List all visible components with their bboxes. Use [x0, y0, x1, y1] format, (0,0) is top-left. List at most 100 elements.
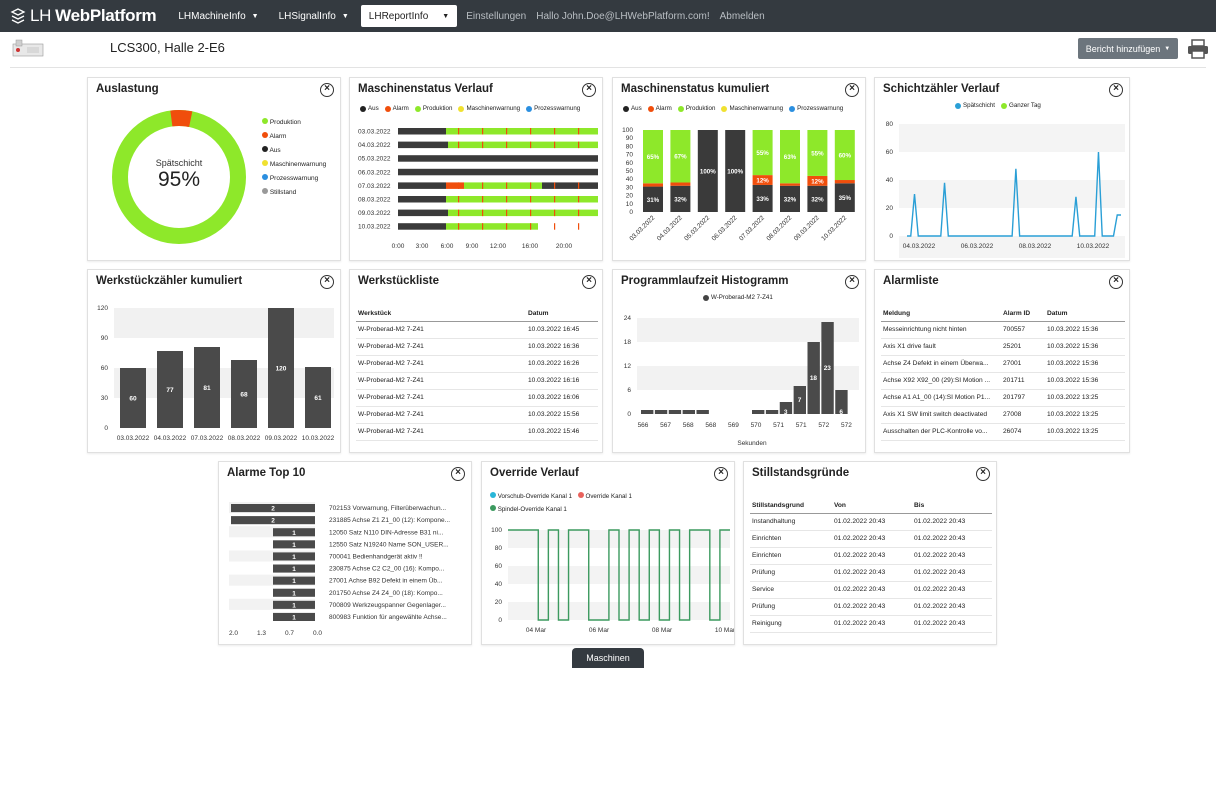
timeline-alarm-tick	[530, 196, 532, 203]
histogram-bar	[835, 390, 848, 414]
table-row[interactable]: W-Proberad-M2 7-Z41 10.03.2022 16:26	[356, 355, 598, 373]
chevron-down-icon: ▼	[1164, 45, 1171, 52]
close-icon[interactable]: ×	[320, 83, 334, 97]
card-alarme-top10: Alarme Top 10 × 2 2 1 1 1 1 1 1 1 1 702153 Vorwarn…	[218, 461, 472, 645]
bar-data-label: 1	[292, 566, 296, 573]
x-tick-label: 572	[818, 422, 829, 429]
legend-label: Override Kanal 1	[585, 493, 632, 500]
stacked-bar-segment	[670, 185, 691, 212]
table-row[interactable]: Einrichten 01.02.2022 20:43 01.02.2022 20:…	[750, 547, 992, 565]
close-icon[interactable]: ×	[582, 83, 596, 97]
brand-logo[interactable]: LH WebPlatform	[10, 6, 157, 26]
table-row[interactable]: W-Proberad-M2 7-Z41 10.03.2022 16:06	[356, 389, 598, 407]
timeline-alarm-tick	[458, 209, 460, 217]
menu-lhreportinfo[interactable]: LHReportInfo ▼	[360, 5, 458, 27]
table-row[interactable]: Instandhaltung 01.02.2022 20:43 01.02.2022…	[750, 513, 992, 531]
column-header: Alarm ID	[1001, 306, 1045, 322]
y-tick-label: 30	[101, 395, 109, 402]
table-row[interactable]: W-Proberad-M2 7-Z41 10.03.2022 16:16	[356, 372, 598, 390]
timeline-alarm-tick	[458, 128, 460, 135]
x-tick-label: 08.03.2022	[1019, 243, 1052, 250]
y-tick-label: 20	[626, 193, 634, 200]
close-icon[interactable]: ×	[320, 275, 334, 289]
timeline-segment	[464, 182, 542, 189]
table-row[interactable]: W-Proberad-M2 7-Z41 10.03.2022 16:45	[356, 321, 598, 339]
y-tick-label: 90	[101, 335, 109, 342]
close-icon[interactable]: ×	[976, 467, 990, 481]
header-divider	[10, 67, 1206, 68]
table-row[interactable]: Achse A1 A1_00 (14):SI Motion P1... 20179…	[881, 389, 1125, 407]
close-icon[interactable]: ×	[582, 275, 596, 289]
close-icon[interactable]: ×	[714, 467, 728, 481]
y-tick-label: 80	[495, 545, 503, 552]
close-icon[interactable]: ×	[845, 275, 859, 289]
y-tick-label: 30	[626, 184, 634, 191]
card-title: Maschinenstatus kumuliert	[621, 83, 770, 95]
machines-tab[interactable]: Maschinen	[572, 648, 644, 668]
legend-item: Ganzer Tag	[1001, 102, 1041, 109]
timeline-alarm-tick	[578, 196, 580, 203]
close-icon[interactable]: ×	[451, 467, 465, 481]
table-row[interactable]: W-Proberad-M2 7-Z41 10.03.2022 16:36	[356, 338, 598, 356]
x-tick-label: 03.03.2022	[117, 435, 150, 442]
grid-band	[114, 308, 334, 338]
histogram-bar	[696, 410, 709, 414]
table-cell: 10.03.2022 16:36	[526, 338, 598, 356]
add-report-label: Bericht hinzufügen	[1085, 43, 1161, 54]
table-row[interactable]: Einrichten 01.02.2022 20:43 01.02.2022 20:…	[750, 530, 992, 548]
close-icon[interactable]: ×	[845, 83, 859, 97]
link-user-greeting[interactable]: Hallo John.Doe@LHWebPlatform.com!	[536, 10, 710, 22]
table-row[interactable]: Prüfung 01.02.2022 20:43 01.02.2022 20:43	[750, 598, 992, 616]
table-cell: 10.03.2022 16:45	[526, 321, 598, 339]
menu-lhsignalinfo[interactable]: LHSignalInfo ▼	[271, 5, 357, 27]
x-tick-label: 2.0	[229, 630, 238, 637]
table-row[interactable]: Messeinrichtung nicht hinten 700557 10.03.…	[881, 321, 1125, 339]
legend-label: Spindel-Override Kanal 1	[497, 506, 567, 513]
histogram-bar	[654, 410, 668, 414]
menu-lhmachineinfo[interactable]: LHMachineInfo ▼	[170, 5, 266, 27]
legend-label: Aus	[269, 147, 281, 154]
close-icon[interactable]: ×	[1109, 275, 1123, 289]
card-schichtzaehler-verlauf: Schichtzähler Verlauf × Spätschicht Ganz…	[874, 77, 1130, 261]
x-tick-label: 06.03.2022	[961, 243, 994, 250]
link-einstellungen[interactable]: Einstellungen	[466, 10, 527, 22]
add-report-button[interactable]: Bericht hinzufügen ▼	[1078, 38, 1178, 59]
legend-label: Produktion	[685, 105, 716, 112]
table-row[interactable]: Service 01.02.2022 20:43 01.02.2022 20:43	[750, 581, 992, 599]
close-icon[interactable]: ×	[1109, 83, 1123, 97]
bar-data-label: 61	[314, 395, 322, 402]
timeline-alarm-tick	[458, 141, 460, 149]
timeline-alarm-tick	[506, 209, 508, 217]
table-row[interactable]: Axis X1 drive fault 25201 10.03.2022 15:36	[881, 338, 1125, 356]
x-tick-label: 09.03.2022	[793, 214, 821, 242]
link-abmelden[interactable]: Abmelden	[719, 10, 765, 22]
timeline-segment	[446, 196, 598, 203]
printer-icon[interactable]	[1187, 39, 1209, 59]
legend-label: Alarm	[269, 133, 287, 140]
stacked-bar-segment	[780, 130, 800, 184]
timeline-alarm-tick	[458, 223, 460, 230]
legend-item: Prozesswarnung	[262, 172, 326, 186]
bar-data-label: 63%	[784, 154, 797, 161]
table-cell: 01.02.2022 20:43	[912, 530, 992, 548]
table-header-row: Stillstandsgrund Von Bis	[750, 498, 992, 514]
row-band	[229, 598, 315, 610]
legend-label: Maschinenwarnung	[466, 105, 521, 112]
table-row[interactable]: Ausschalten der PLC-Kontrolle vo... 26074…	[881, 423, 1125, 441]
table-row[interactable]: Prüfung 01.02.2022 20:43 01.02.2022 20:43	[750, 564, 992, 582]
column-header: Bis	[912, 498, 992, 514]
table-row[interactable]: Axis X1 SW limit switch deactivated 27008…	[881, 406, 1125, 424]
layers-icon	[10, 8, 26, 24]
table-cell: 10.03.2022 15:36	[1045, 338, 1125, 356]
table-row[interactable]: W-Proberad-M2 7-Z41 10.03.2022 15:56	[356, 406, 598, 424]
table-row[interactable]: Achse Z4 Defekt in einem Überwa... 27001 1…	[881, 355, 1125, 373]
x-tick-label: 3:00	[416, 243, 429, 250]
bar-data-label: 77	[166, 387, 174, 394]
table-cell: 27001	[1001, 355, 1045, 373]
page-header: LCS300, Halle 2-E6 Bericht hinzufügen ▼	[0, 32, 1216, 66]
table-row[interactable]: Reinigung 01.02.2022 20:43 01.02.2022 20:4…	[750, 615, 992, 633]
table-cell: 10.03.2022 15:36	[1045, 321, 1125, 339]
table-row[interactable]: W-Proberad-M2 7-Z41 10.03.2022 15:46	[356, 423, 598, 441]
table-row[interactable]: Achse X92 X92_00 (29):SI Motion ... 20171…	[881, 372, 1125, 390]
legend-label: Spätschicht	[963, 102, 995, 109]
